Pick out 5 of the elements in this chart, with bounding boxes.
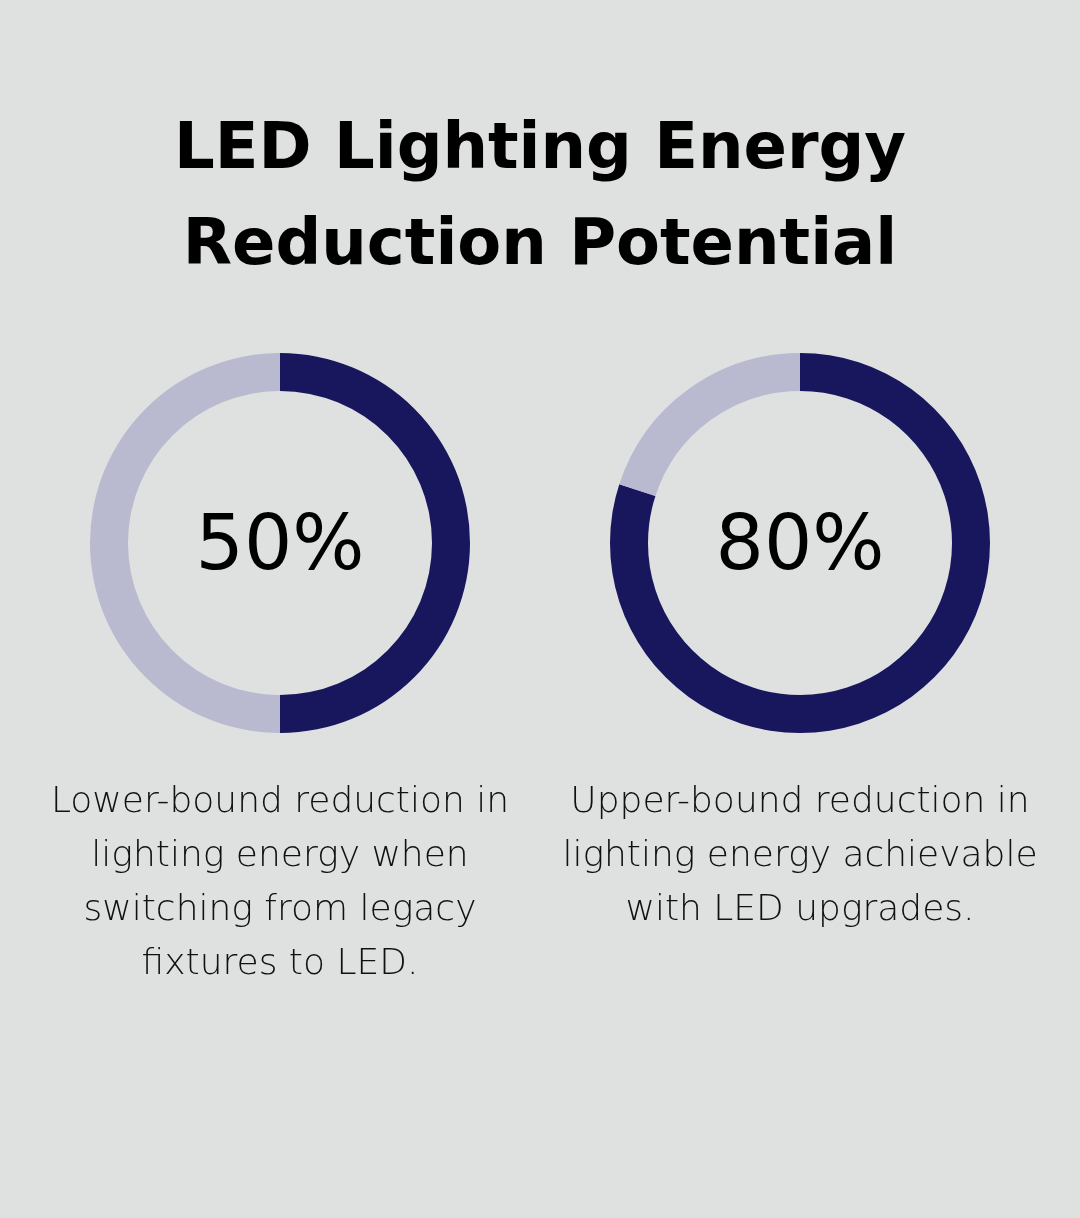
text: Lower-bound reduction in lighting energy when switching from legacy fixtures to LED. bbox=[49, 778, 511, 984]
text: Upper-bound reduction in lighting energy achievable with LED upgrades. bbox=[561, 778, 1039, 930]
text: 50% bbox=[194, 498, 366, 588]
text: 80% bbox=[714, 498, 886, 588]
chart-title: LED Lighting Energy Reduction Potential bbox=[173, 108, 907, 281]
